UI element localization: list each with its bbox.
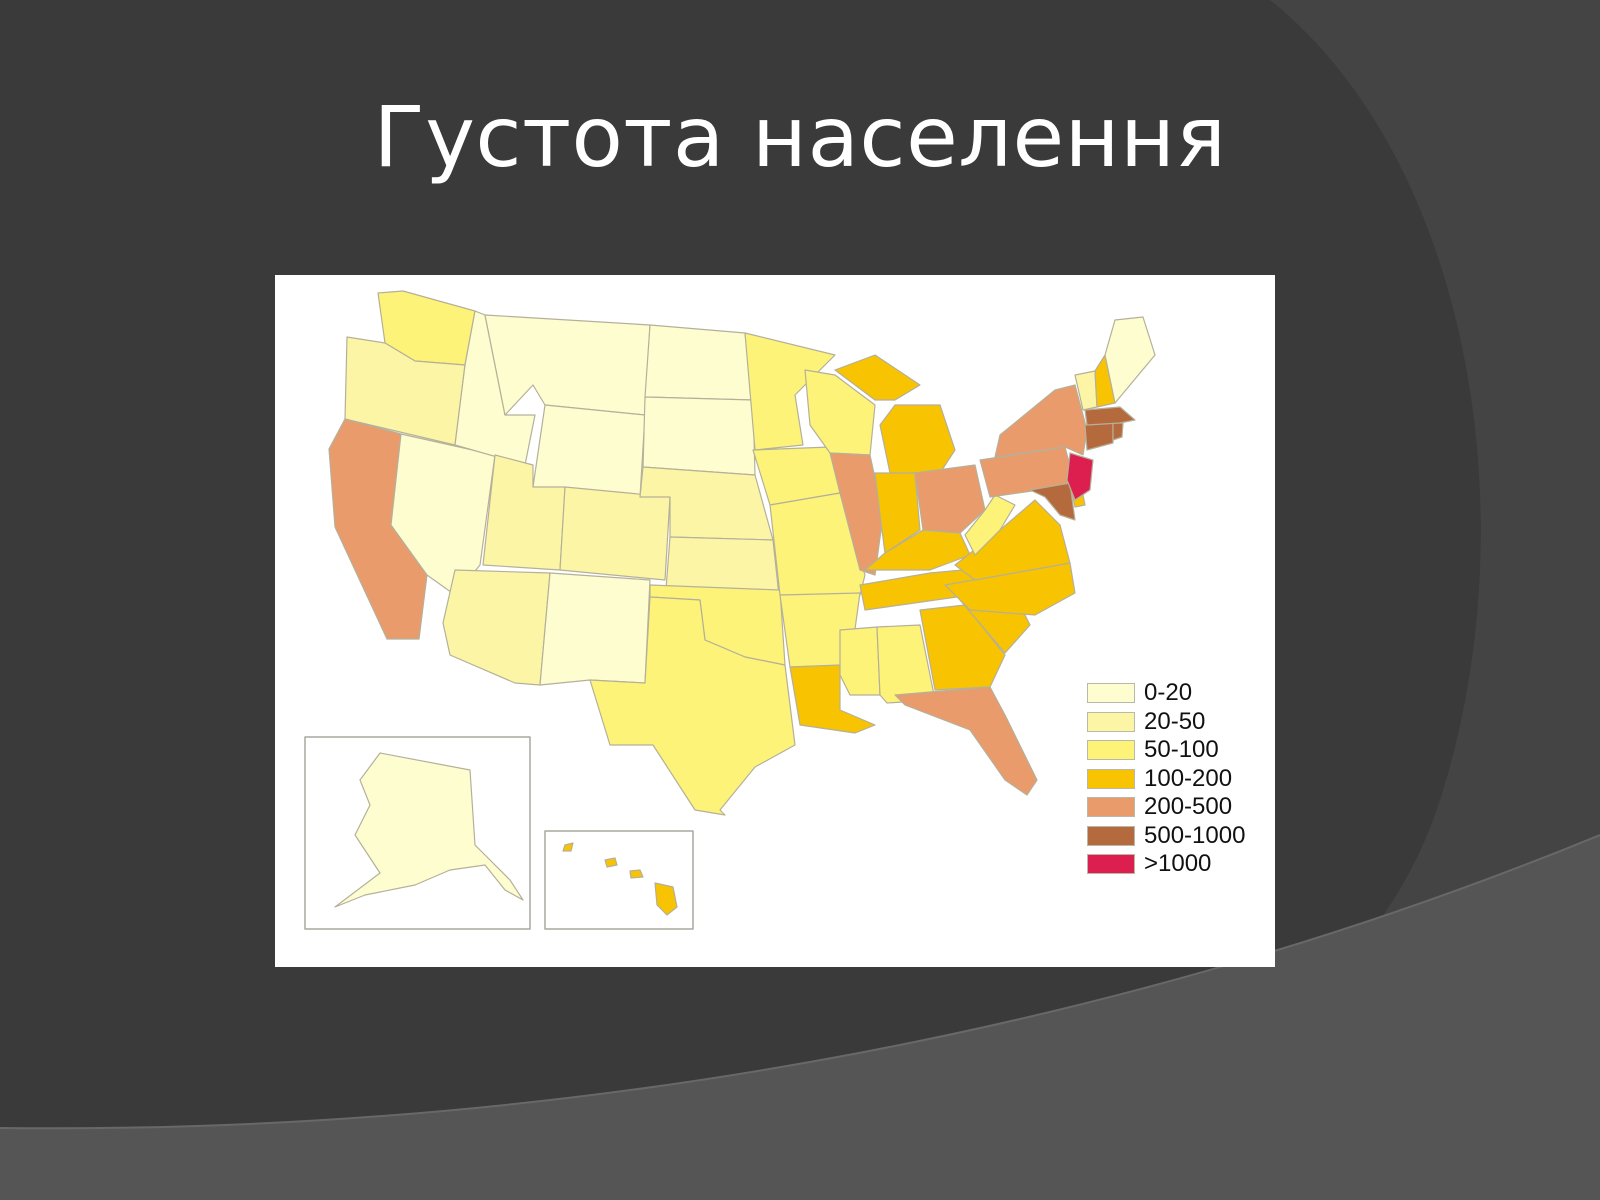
legend-label: 100-200 xyxy=(1144,764,1233,792)
state-arizona xyxy=(442,569,551,686)
state-new-jersey xyxy=(1066,452,1094,501)
state-new-mexico xyxy=(539,572,651,686)
legend-swatch xyxy=(1087,740,1135,761)
state-south-dakota xyxy=(642,396,756,476)
background-swoosh xyxy=(0,835,1600,1200)
state-new-york xyxy=(994,384,1088,458)
legend-item: 50-100 xyxy=(1087,736,1267,765)
state-massachusetts xyxy=(1084,406,1136,426)
state-colorado xyxy=(559,486,671,581)
legend-label: 200-500 xyxy=(1144,793,1233,821)
map-panel: 0-20 20-50 50-100 100-200 200-500 500-10… xyxy=(275,275,1275,967)
state-hawaii xyxy=(562,842,678,916)
state-texas xyxy=(589,596,796,816)
state-georgia xyxy=(919,604,1006,691)
legend-label: 50-100 xyxy=(1144,736,1219,764)
legend-item: >1000 xyxy=(1087,850,1267,879)
hawaii-inset-frame xyxy=(544,830,694,930)
legend-label: 0-20 xyxy=(1144,679,1193,707)
state-rhode-island xyxy=(1112,422,1124,441)
background-swoosh-edge xyxy=(0,834,1600,1130)
legend-item: 200-500 xyxy=(1087,793,1267,822)
state-mississippi xyxy=(839,626,881,696)
state-florida xyxy=(894,686,1038,796)
state-alaska xyxy=(334,752,524,908)
state-maryland xyxy=(1029,482,1076,521)
state-illinois xyxy=(829,452,884,576)
slide-title: Густота населення xyxy=(373,88,1227,186)
legend-item: 100-200 xyxy=(1087,765,1267,794)
state-maine xyxy=(1104,316,1156,404)
legend-swatch xyxy=(1087,797,1135,818)
legend-item: 500-1000 xyxy=(1087,822,1267,851)
state-ohio xyxy=(914,464,986,534)
legend-swatch xyxy=(1087,854,1135,875)
state-west-virginia xyxy=(964,494,1016,556)
legend-item: 0-20 xyxy=(1087,679,1267,708)
state-north-dakota xyxy=(644,324,754,401)
legend-label: 500-1000 xyxy=(1144,821,1246,849)
state-connecticut xyxy=(1084,422,1114,451)
legend-swatch xyxy=(1087,683,1135,704)
us-population-density-map xyxy=(304,290,1156,930)
legend-label: >1000 xyxy=(1144,850,1212,878)
state-wyoming xyxy=(532,404,646,498)
legend-item: 20-50 xyxy=(1087,708,1267,737)
legend-label: 20-50 xyxy=(1144,707,1206,735)
legend-swatch xyxy=(1087,768,1135,789)
alaska-inset-frame xyxy=(304,736,531,930)
legend-swatch xyxy=(1087,825,1135,846)
legend-swatch xyxy=(1087,711,1135,732)
map-legend: 0-20 20-50 50-100 100-200 200-500 500-10… xyxy=(1087,679,1267,879)
state-montana xyxy=(484,314,651,416)
state-kentucky xyxy=(864,529,971,571)
state-indiana xyxy=(874,472,921,554)
state-minnesota xyxy=(744,332,836,451)
